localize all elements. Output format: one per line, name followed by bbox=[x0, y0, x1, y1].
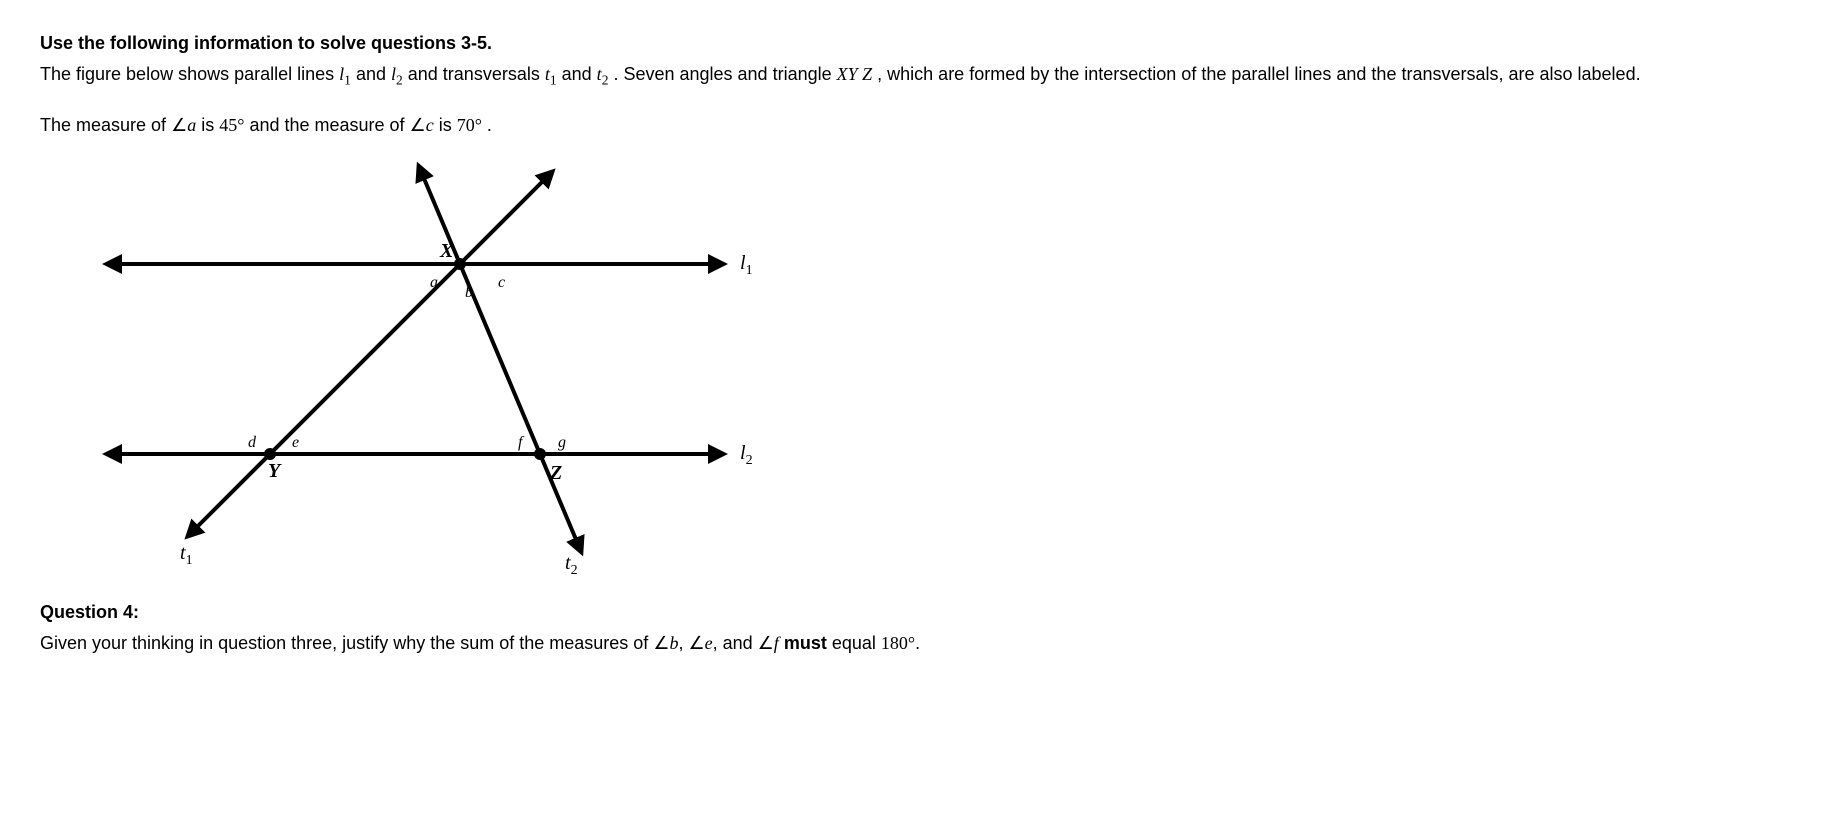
svg-text:a: a bbox=[430, 274, 438, 291]
q4-period: . bbox=[915, 633, 920, 653]
svg-text:l1: l1 bbox=[740, 252, 753, 278]
l2-var: l2 bbox=[391, 64, 403, 84]
angle-sym-b: ∠ bbox=[653, 633, 669, 653]
intro-p1a: The figure below shows parallel lines bbox=[40, 64, 339, 84]
svg-text:d: d bbox=[248, 434, 257, 451]
intro-line2: The measure of ∠a is 45° and the measure… bbox=[40, 112, 1788, 139]
angle-sym-f: ∠ bbox=[758, 633, 774, 653]
deg180: 180° bbox=[881, 633, 915, 653]
geometry-svg: l1 l2 t1 t2 X Y Za b c d e f g bbox=[80, 159, 760, 579]
l1-var: l1 bbox=[339, 64, 351, 84]
angle-f: f bbox=[774, 633, 779, 653]
intro-p2d: is bbox=[439, 115, 457, 135]
question4-body: Given your thinking in question three, j… bbox=[40, 630, 1788, 657]
svg-text:t2: t2 bbox=[565, 552, 578, 578]
svg-text:e: e bbox=[292, 434, 299, 451]
angle-e: e bbox=[705, 633, 713, 653]
angle-c: c bbox=[426, 115, 434, 135]
intro-p1c: and transversals bbox=[408, 64, 545, 84]
xyz-var: XY Z bbox=[837, 64, 873, 84]
svg-text:X: X bbox=[439, 240, 454, 262]
deg45: 45° bbox=[219, 115, 244, 135]
angle-a: a bbox=[187, 115, 196, 135]
intro-p2c: and the measure of bbox=[249, 115, 409, 135]
q4-must: must bbox=[784, 633, 827, 653]
t1-var: t1 bbox=[545, 64, 557, 84]
intro-p2b: is bbox=[201, 115, 219, 135]
intro-p2e: . bbox=[487, 115, 492, 135]
question4-title: Question 4: bbox=[40, 599, 1788, 626]
angle-sym-e: ∠ bbox=[688, 633, 704, 653]
svg-text:t1: t1 bbox=[180, 542, 193, 568]
deg70: 70° bbox=[457, 115, 482, 135]
intro-line1: The figure below shows parallel lines l1… bbox=[40, 61, 1788, 88]
angle-sym-2: ∠ bbox=[410, 115, 426, 135]
svg-text:c: c bbox=[498, 274, 505, 291]
q4-tail: equal bbox=[832, 633, 881, 653]
q4-m1: , bbox=[678, 633, 688, 653]
svg-text:g: g bbox=[558, 434, 566, 451]
svg-text:b: b bbox=[465, 284, 473, 301]
intro-p1e: . Seven angles and triangle bbox=[613, 64, 836, 84]
svg-text:l2: l2 bbox=[740, 442, 753, 468]
angle-sym-1: ∠ bbox=[171, 115, 187, 135]
geometry-figure: l1 l2 t1 t2 X Y Za b c d e f g bbox=[80, 159, 1788, 579]
t2-var: t2 bbox=[597, 64, 609, 84]
svg-text:Y: Y bbox=[268, 460, 282, 482]
q4-m2: , and bbox=[713, 633, 758, 653]
intro-p1d: and bbox=[562, 64, 597, 84]
intro-p1b: and bbox=[356, 64, 391, 84]
q4-a: Given your thinking in question three, j… bbox=[40, 633, 653, 653]
svg-text:f: f bbox=[518, 434, 525, 451]
intro-heading: Use the following information to solve q… bbox=[40, 30, 1788, 57]
intro-p1f: , which are formed by the intersection o… bbox=[877, 64, 1640, 84]
svg-text:Z: Z bbox=[549, 462, 562, 484]
intro-p2a: The measure of bbox=[40, 115, 171, 135]
